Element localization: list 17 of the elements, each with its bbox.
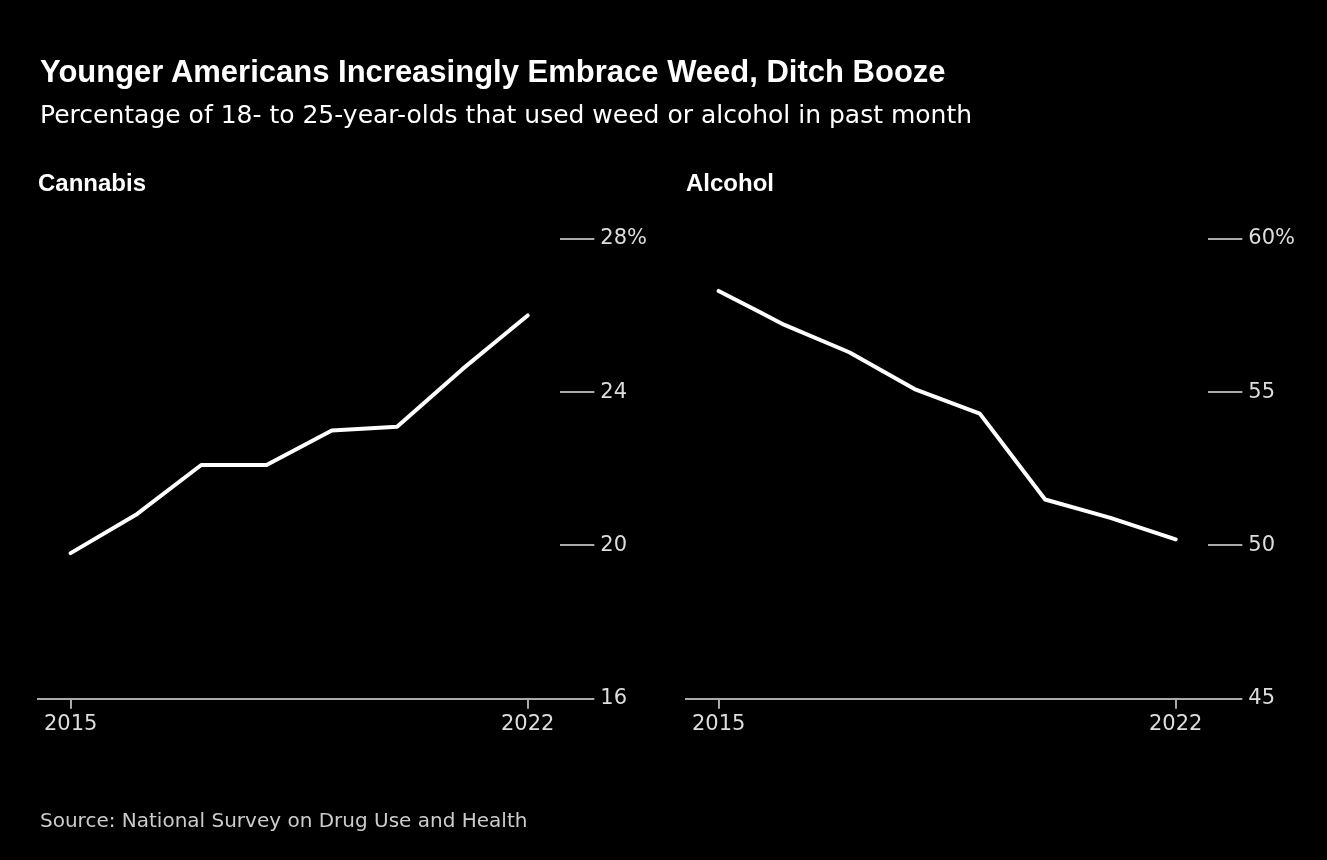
- y-tick-label: 55: [1248, 378, 1276, 403]
- y-tick-label: 45: [1248, 685, 1276, 710]
- text: Younger Americans Increasingly Embrace Weed, Ditch Booze: [40, 54, 946, 90]
- x-tick-label: 2022: [1148, 710, 1203, 735]
- y-tick-label: 50: [1248, 531, 1276, 556]
- y-tick-label: 24: [600, 378, 628, 403]
- chart-title: Cannabis: [38, 169, 147, 197]
- y-tick-label: 16: [600, 685, 628, 710]
- y-tick-label: 60%: [1248, 225, 1296, 250]
- y-tick-label: 28%: [600, 225, 648, 250]
- x-tick-label: 2022: [500, 710, 555, 735]
- chart-title: Alcohol: [686, 169, 774, 197]
- y-tick-label: 20: [600, 531, 628, 556]
- x-tick-label: 2015: [43, 710, 98, 735]
- x-tick-label: 2015: [691, 710, 746, 735]
- text: Percentage of 18- to 25-year-olds that used weed or alcohol in past month: [40, 100, 973, 129]
- source-note: Source: National Survey on Drug Use and Health: [40, 808, 528, 832]
